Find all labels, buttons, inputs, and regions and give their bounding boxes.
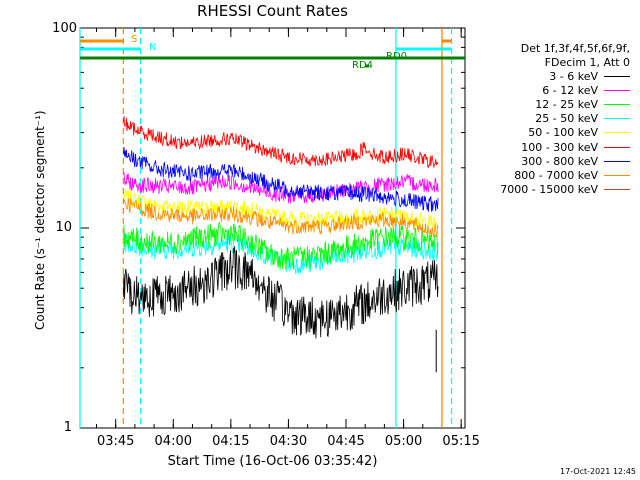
y-tick-label-1: 1 — [63, 420, 72, 435]
legend-swatch — [604, 103, 630, 105]
legend-item: 7000 - 15000 keV — [500, 183, 630, 197]
legend-swatch — [604, 118, 630, 120]
rd4-label: RD4 — [352, 60, 374, 71]
y-tick-label-10: 10 — [55, 220, 72, 235]
x-axis-label: Start Time (16-Oct-06 03:35:42) — [167, 454, 378, 469]
generation-timestamp: 17-Oct-2021 12:45 — [560, 467, 636, 476]
x-tick-label: 03:45 — [96, 434, 135, 449]
attenuator-label: S — [131, 34, 138, 45]
legend-label: 50 - 100 keV — [528, 126, 598, 140]
x-tick-label: 05:00 — [384, 434, 423, 449]
legend-label: 12 - 25 keV — [535, 97, 598, 111]
series-line-7 — [123, 198, 439, 238]
legend-item: 100 - 300 keV — [521, 140, 630, 154]
legend-header-line-2: FDecim 1, Att 0 — [544, 56, 630, 69]
x-tick-label: 04:00 — [154, 434, 192, 449]
saa-label: N — [149, 42, 157, 53]
legend-label: 6 - 12 keV — [542, 83, 598, 97]
series-line-1 — [123, 172, 439, 204]
legend-item: 3 - 6 keV — [549, 69, 630, 83]
rd0-label: RD0 — [386, 51, 408, 62]
series-line-0 — [123, 246, 439, 339]
legend-item: 25 - 50 keV — [535, 112, 630, 126]
legend-label: 25 - 50 keV — [535, 112, 598, 126]
legend-label: 3 - 6 keV — [549, 69, 598, 83]
legend-label: 100 - 300 keV — [521, 140, 598, 154]
legend-swatch — [604, 160, 630, 162]
legend-swatch — [604, 132, 630, 134]
legend-item: 50 - 100 keV — [528, 126, 630, 140]
chart-title: RHESSI Count Rates — [197, 2, 348, 20]
legend-swatch — [604, 146, 630, 148]
series-line-2 — [123, 221, 439, 270]
series-line-6 — [123, 146, 439, 212]
series-line-5 — [123, 115, 439, 169]
legend-label: 7000 - 15000 keV — [500, 183, 598, 197]
x-tick-label: 04:30 — [269, 434, 308, 449]
legend-swatch — [604, 89, 630, 91]
legend-swatch — [604, 174, 630, 176]
legend-swatch — [604, 189, 630, 191]
x-tick-label: 05:15 — [442, 434, 480, 449]
x-tick-label: 04:15 — [212, 434, 250, 449]
legend-item: 300 - 800 keV — [521, 154, 630, 168]
legend-item: 800 - 7000 keV — [514, 168, 630, 182]
y-tick-label-100: 100 — [52, 21, 77, 36]
legend-item: 6 - 12 keV — [542, 83, 630, 97]
series-line-4 — [123, 188, 439, 231]
legend-label: 800 - 7000 keV — [514, 168, 598, 182]
legend-label: 300 - 800 keV — [521, 154, 598, 168]
legend-item: 12 - 25 keV — [535, 97, 630, 111]
legend-header-line-1: Det 1f,3f,4f,5f,6f,9f, — [520, 42, 630, 55]
legend-swatch — [604, 75, 630, 77]
x-tick-label: 04:45 — [327, 434, 365, 449]
